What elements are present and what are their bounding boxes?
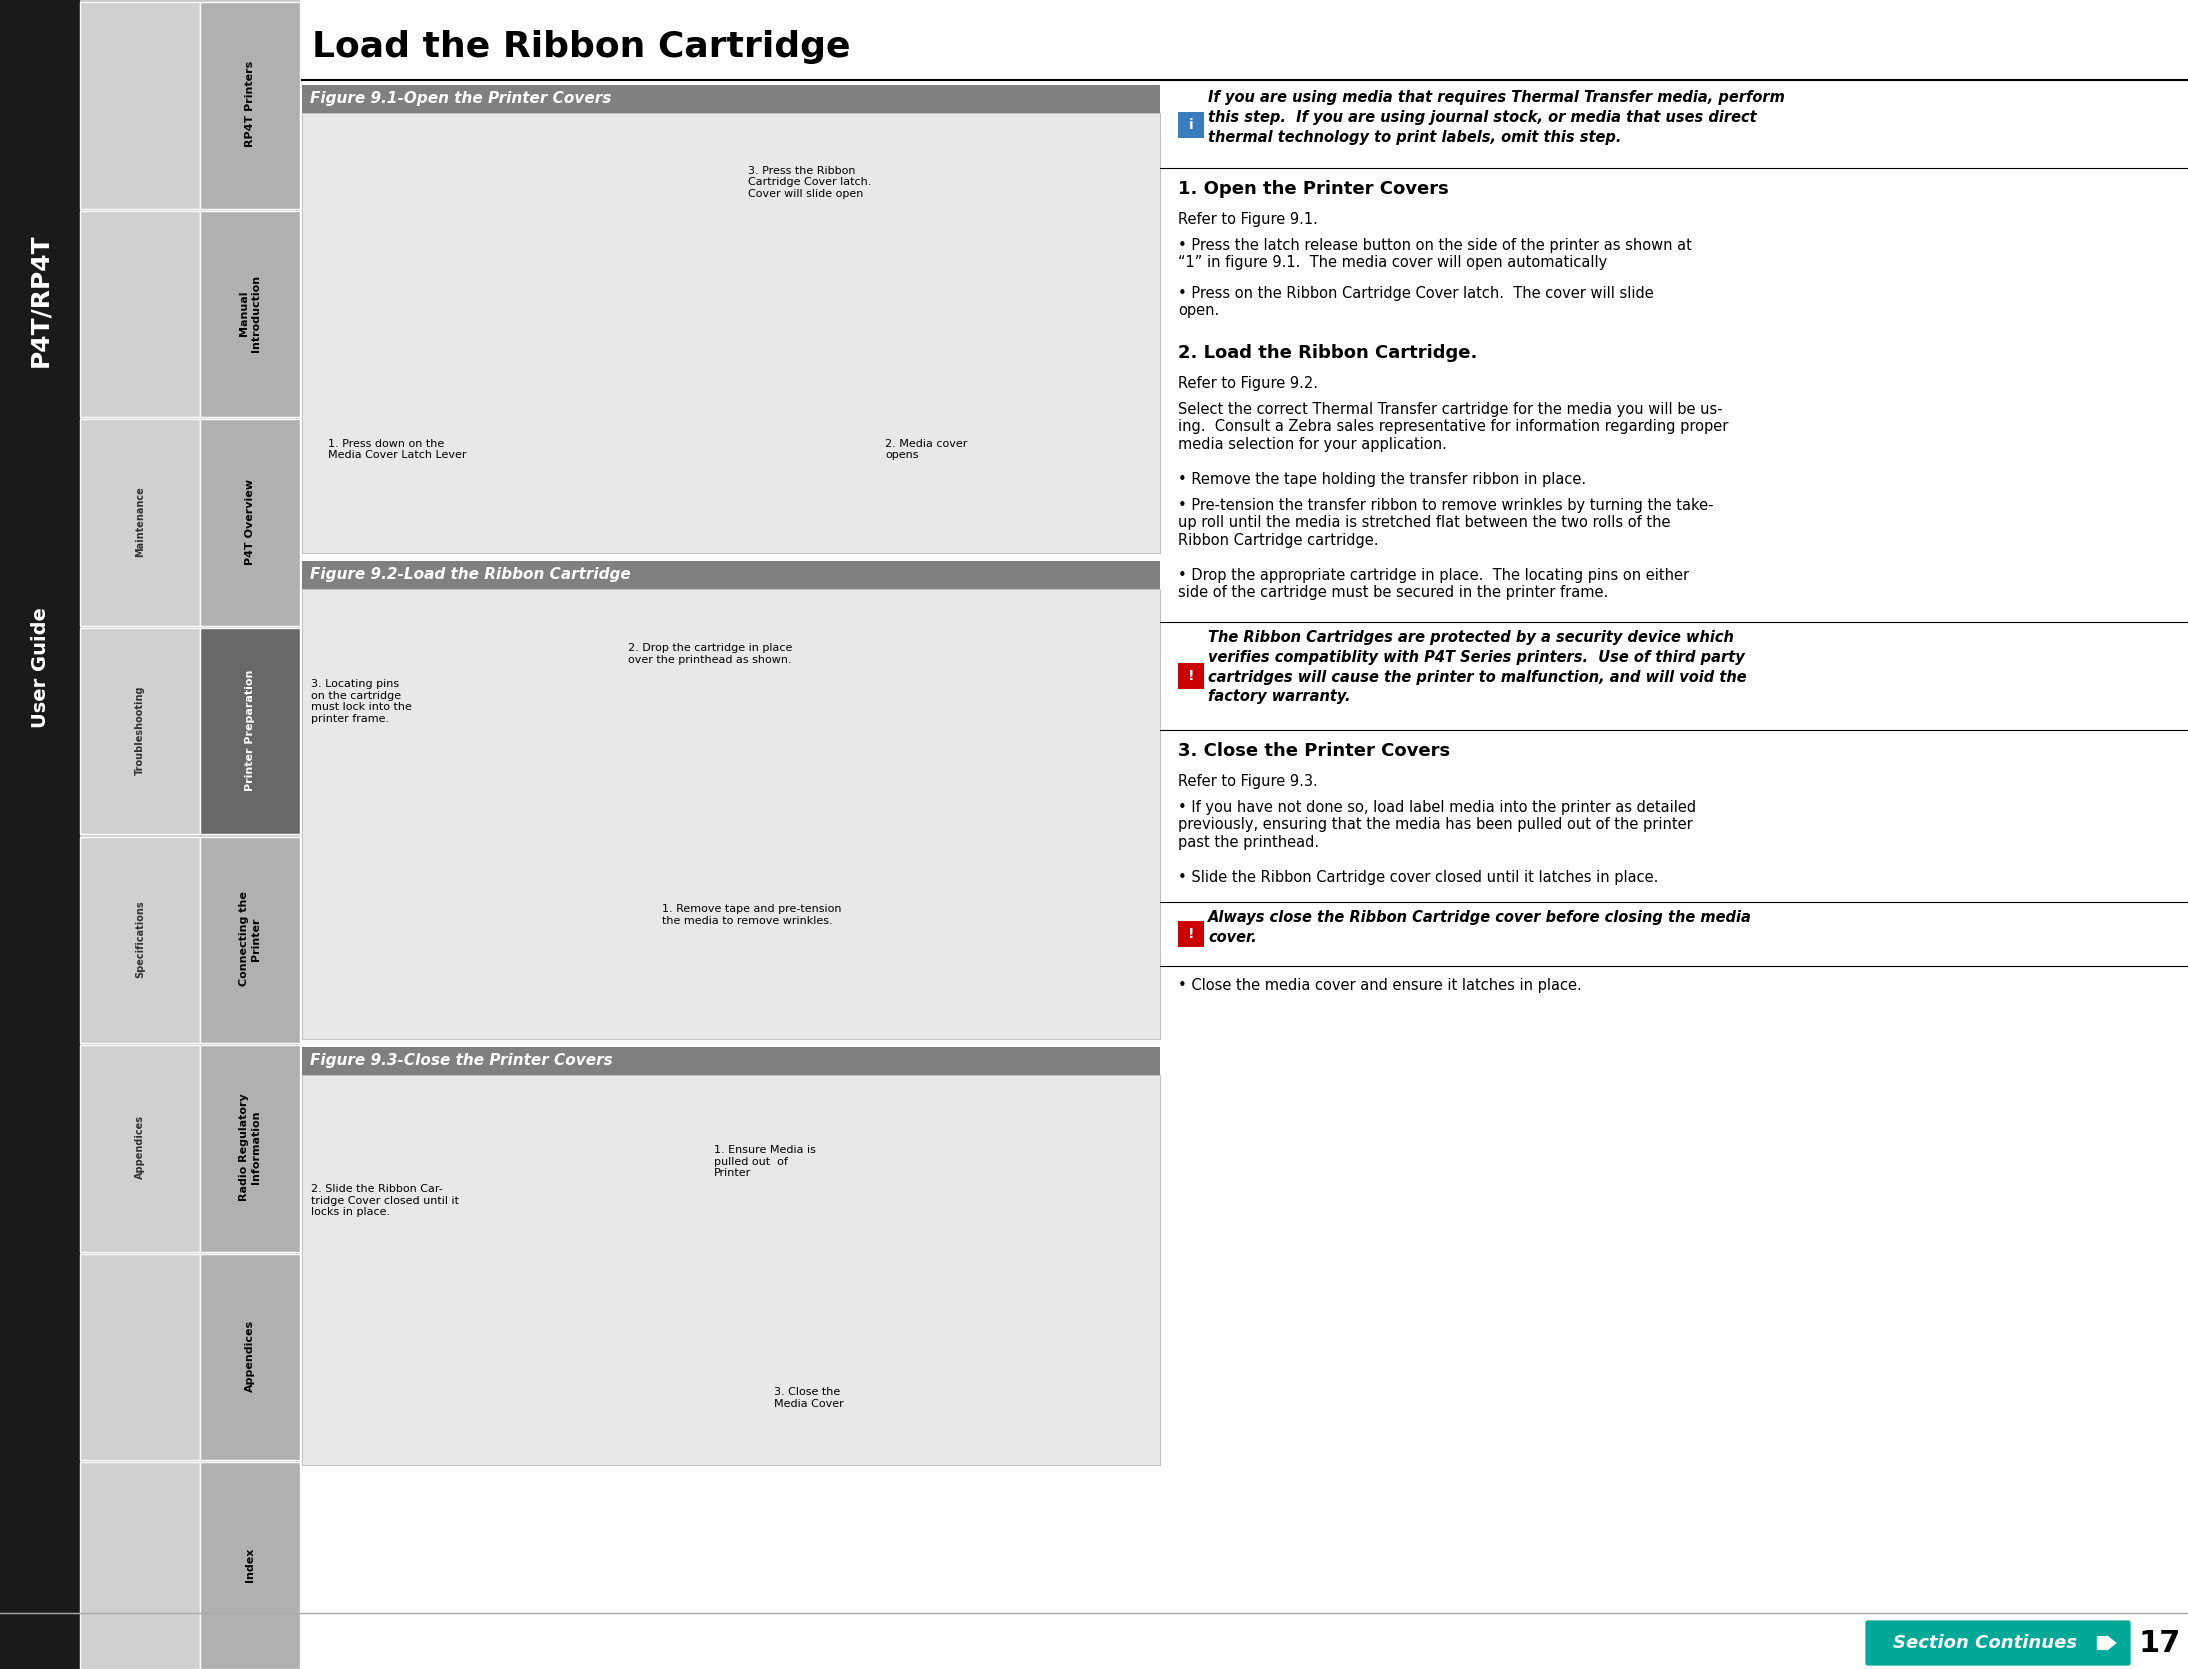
Text: If you are using media that requires Thermal Transfer media, perform
this step. : If you are using media that requires The… <box>1208 90 1785 145</box>
Text: • Press on the Ribbon Cartridge Cover latch.  The cover will slide
open.: • Press on the Ribbon Cartridge Cover la… <box>1177 285 1654 319</box>
Bar <box>199 1045 300 1252</box>
Text: 3. Close the
Media Cover: 3. Close the Media Cover <box>775 1387 845 1409</box>
Text: Maintenance: Maintenance <box>136 486 144 557</box>
Text: !: ! <box>1188 926 1195 941</box>
Text: Appendices: Appendices <box>245 1320 256 1392</box>
Bar <box>81 1253 199 1460</box>
Bar <box>0 0 300 1669</box>
Bar <box>199 1462 300 1669</box>
Text: Specifications: Specifications <box>136 900 144 978</box>
Text: 1. Remove tape and pre-tension
the media to remove wrinkles.: 1. Remove tape and pre-tension the media… <box>663 905 842 926</box>
Bar <box>81 2 199 209</box>
Text: • Pre-tension the transfer ribbon to remove wrinkles by turning the take-
up rol: • Pre-tension the transfer ribbon to rem… <box>1177 497 1713 547</box>
Text: i: i <box>1188 118 1192 132</box>
Text: • Close the media cover and ensure it latches in place.: • Close the media cover and ensure it la… <box>1177 978 1582 993</box>
Bar <box>302 1046 1160 1075</box>
Bar <box>1177 663 1203 689</box>
Bar <box>81 836 199 1043</box>
Text: Troubleshooting: Troubleshooting <box>136 686 144 774</box>
Text: Always close the Ribbon Cartridge cover before closing the media
cover.: Always close the Ribbon Cartridge cover … <box>1208 910 1753 945</box>
Bar <box>81 210 199 417</box>
Bar <box>199 210 300 417</box>
Text: • If you have not done so, load label media into the printer as detailed
previou: • If you have not done so, load label me… <box>1177 799 1696 850</box>
Text: Figure 9.2-Load the Ribbon Cartridge: Figure 9.2-Load the Ribbon Cartridge <box>311 567 630 582</box>
Bar <box>302 85 1160 113</box>
Text: Index: Index <box>245 1547 256 1582</box>
FancyBboxPatch shape <box>1864 1619 2131 1667</box>
Text: 3. Close the Printer Covers: 3. Close the Printer Covers <box>1177 743 1451 759</box>
Text: • Remove the tape holding the transfer ribbon in place.: • Remove the tape holding the transfer r… <box>1177 472 1586 487</box>
Text: Figure 9.3-Close the Printer Covers: Figure 9.3-Close the Printer Covers <box>311 1053 613 1068</box>
Bar <box>81 628 199 834</box>
Text: P4T Overview: P4T Overview <box>245 479 256 564</box>
Text: Connecting the
Printer: Connecting the Printer <box>238 891 260 986</box>
Text: Appendices: Appendices <box>136 1115 144 1180</box>
Text: Section Continues: Section Continues <box>1893 1634 2076 1652</box>
Text: Radio Regulatory
Information: Radio Regulatory Information <box>238 1093 260 1202</box>
Text: Refer to Figure 9.2.: Refer to Figure 9.2. <box>1177 376 1317 391</box>
Text: Refer to Figure 9.1.: Refer to Figure 9.1. <box>1177 212 1317 227</box>
Bar <box>199 419 300 626</box>
Bar <box>302 1075 1160 1465</box>
Text: 2. Slide the Ribbon Car-
tridge Cover closed until it
locks in place.: 2. Slide the Ribbon Car- tridge Cover cl… <box>311 1185 459 1217</box>
Text: • Press the latch release button on the side of the printer as shown at
“1” in f: • Press the latch release button on the … <box>1177 239 1691 270</box>
Text: P4T/RP4T: P4T/RP4T <box>28 234 53 367</box>
Text: Select the correct Thermal Transfer cartridge for the media you will be us-
ing.: Select the correct Thermal Transfer cart… <box>1177 402 1729 452</box>
Bar <box>199 628 300 834</box>
Text: 2. Load the Ribbon Cartridge.: 2. Load the Ribbon Cartridge. <box>1177 344 1477 362</box>
Text: RP4T Printers: RP4T Printers <box>245 62 256 147</box>
Text: 17: 17 <box>2140 1629 2181 1657</box>
Text: !: ! <box>1188 669 1195 683</box>
Text: Manual
Introduction: Manual Introduction <box>238 274 260 352</box>
Bar <box>199 1253 300 1460</box>
Text: 3. Locating pins
on the cartridge
must lock into the
printer frame.: 3. Locating pins on the cartridge must l… <box>311 679 411 724</box>
Bar <box>81 1045 199 1252</box>
Bar <box>1177 921 1203 946</box>
Bar <box>199 2 300 209</box>
Text: 1. Ensure Media is
pulled out  of
Printer: 1. Ensure Media is pulled out of Printer <box>713 1145 816 1178</box>
Text: 3. Press the Ribbon
Cartridge Cover latch.
Cover will slide open: 3. Press the Ribbon Cartridge Cover latc… <box>748 165 871 199</box>
Text: 2. Drop the cartridge in place
over the printhead as shown.: 2. Drop the cartridge in place over the … <box>628 643 792 664</box>
Text: 2. Media cover
opens: 2. Media cover opens <box>886 439 967 461</box>
Bar <box>1177 112 1203 139</box>
Bar <box>302 589 1160 1040</box>
Bar <box>0 0 81 1669</box>
Text: 1. Press down on the
Media Cover Latch Lever: 1. Press down on the Media Cover Latch L… <box>328 439 466 461</box>
Text: Printer Preparation: Printer Preparation <box>245 669 256 791</box>
Text: User Guide: User Guide <box>31 608 50 728</box>
Bar <box>302 113 1160 552</box>
Text: • Drop the appropriate cartridge in place.  The locating pins on either
side of : • Drop the appropriate cartridge in plac… <box>1177 567 1689 601</box>
Bar <box>302 561 1160 589</box>
Bar <box>81 419 199 626</box>
Bar <box>81 1462 199 1669</box>
FancyArrow shape <box>2096 1636 2116 1651</box>
Text: Figure 9.1-Open the Printer Covers: Figure 9.1-Open the Printer Covers <box>311 92 610 107</box>
Bar <box>199 836 300 1043</box>
Text: Refer to Figure 9.3.: Refer to Figure 9.3. <box>1177 774 1317 789</box>
Text: Load the Ribbon Cartridge: Load the Ribbon Cartridge <box>313 30 851 63</box>
Text: The Ribbon Cartridges are protected by a security device which
verifies compatib: The Ribbon Cartridges are protected by a… <box>1208 629 1746 704</box>
Text: • Slide the Ribbon Cartridge cover closed until it latches in place.: • Slide the Ribbon Cartridge cover close… <box>1177 870 1659 885</box>
Text: 1. Open the Printer Covers: 1. Open the Printer Covers <box>1177 180 1448 199</box>
